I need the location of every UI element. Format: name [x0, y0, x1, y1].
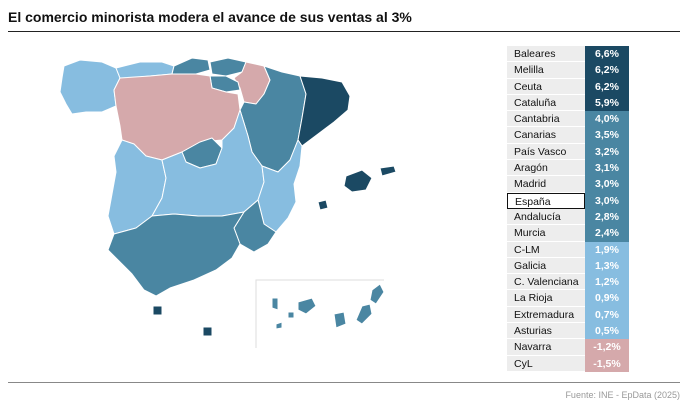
region-canarias-tenerife[interactable]: [297, 297, 317, 315]
region-value: -1,2%: [585, 339, 629, 357]
region-value: -1,5%: [585, 355, 629, 373]
region-andalucia[interactable]: [107, 211, 245, 297]
region-value: 1,9%: [585, 241, 629, 259]
ranking-table: Baleares 6,6% Melilla 6,2% Ceuta 6,2% Cataluña…: [507, 46, 629, 373]
region-value: 6,6%: [585, 46, 629, 64]
region-value: 3,0%: [585, 192, 629, 210]
region-canarias-la-palma[interactable]: [271, 297, 279, 311]
ranking-row: Murcia 2,4%: [507, 225, 629, 243]
region-label: Canarias: [507, 127, 585, 144]
region-label: España: [507, 192, 585, 209]
ranking-row: CyL -1,5%: [507, 355, 629, 373]
region-value: 3,2%: [585, 143, 629, 162]
canarias-inset-frame: [255, 279, 384, 348]
region-label: País Vasco: [507, 143, 585, 161]
region-label: Asturias: [507, 323, 585, 340]
region-value: 0,5%: [585, 323, 629, 341]
region-label: Melilla: [507, 62, 585, 79]
region-label: Extremadura: [507, 306, 585, 324]
region-value: 4,0%: [585, 111, 629, 129]
region-canarias-la-gomera[interactable]: [287, 311, 295, 319]
region-label: Baleares: [507, 46, 585, 63]
ranking-row: Aragón 3,1%: [507, 160, 629, 178]
region-value: 2,8%: [585, 208, 629, 227]
region-label: Cataluña: [507, 94, 585, 112]
region-label: Navarra: [507, 339, 585, 356]
region-baleares-ibiza[interactable]: [317, 199, 329, 211]
ranking-row: Asturias 0,5%: [507, 323, 629, 341]
region-ceuta[interactable]: [152, 305, 163, 316]
region-label: C-LM: [507, 241, 585, 258]
region-comunidad-valenciana[interactable]: [257, 139, 303, 233]
region-label: Ceuta: [507, 78, 585, 95]
region-label: Madrid: [507, 176, 585, 193]
ranking-row: Navarra -1,2%: [507, 339, 629, 357]
region-value: 2,4%: [585, 225, 629, 243]
region-melilla[interactable]: [202, 326, 213, 337]
source-note: Fuente: INE - EpData (2025): [565, 390, 680, 400]
region-cataluna[interactable]: [297, 75, 351, 147]
spain-map: [59, 57, 397, 348]
ranking-row: Canarias 3,5%: [507, 127, 629, 145]
region-cantabria[interactable]: [171, 57, 211, 75]
ranking-row: País Vasco 3,2%: [507, 143, 629, 162]
region-baleares-mallorca[interactable]: [343, 169, 373, 193]
region-value: 0,9%: [585, 290, 629, 308]
ranking-row: Ceuta 6,2%: [507, 78, 629, 96]
region-value: 3,5%: [585, 127, 629, 145]
region-label: Andalucía: [507, 208, 585, 226]
region-value: 0,7%: [585, 306, 629, 325]
ranking-row: La Rioja 0,9%: [507, 290, 629, 308]
region-label: CyL: [507, 355, 585, 372]
title-divider: [8, 31, 680, 32]
ranking-row: Andalucía 2,8%: [507, 208, 629, 227]
region-value: 6,2%: [585, 62, 629, 80]
region-canarias-lanzarote[interactable]: [369, 283, 385, 305]
region-value: 3,1%: [585, 160, 629, 178]
region-value: 3,0%: [585, 176, 629, 194]
ranking-row: España 3,0%: [507, 192, 629, 210]
page-title: El comercio minorista modera el avance d…: [8, 9, 412, 25]
region-label: Murcia: [507, 225, 585, 242]
region-label: Aragón: [507, 160, 585, 177]
region-value: 5,9%: [585, 94, 629, 113]
region-baleares-menorca[interactable]: [379, 165, 397, 177]
region-canarias-fuerteventura[interactable]: [355, 303, 373, 325]
ranking-row: Cataluña 5,9%: [507, 94, 629, 113]
region-canarias-gran-canaria[interactable]: [333, 311, 347, 329]
ranking-row: Baleares 6,6%: [507, 46, 629, 64]
region-canarias-el-hierro[interactable]: [275, 321, 283, 330]
footer-divider: [8, 382, 680, 383]
region-label: Galicia: [507, 257, 585, 275]
ranking-row: Madrid 3,0%: [507, 176, 629, 194]
ranking-row: C. Valenciana 1,2%: [507, 274, 629, 292]
region-label: Cantabria: [507, 111, 585, 128]
region-value: 1,2%: [585, 274, 629, 292]
region-label: La Rioja: [507, 290, 585, 307]
region-value: 1,3%: [585, 257, 629, 276]
region-galicia[interactable]: [59, 59, 121, 115]
region-value: 6,2%: [585, 78, 629, 96]
region-label: C. Valenciana: [507, 274, 585, 291]
ranking-row: Melilla 6,2%: [507, 62, 629, 80]
ranking-row: Galicia 1,3%: [507, 257, 629, 276]
ranking-row: Cantabria 4,0%: [507, 111, 629, 129]
ranking-row: Extremadura 0,7%: [507, 306, 629, 325]
ranking-row: C-LM 1,9%: [507, 241, 629, 259]
